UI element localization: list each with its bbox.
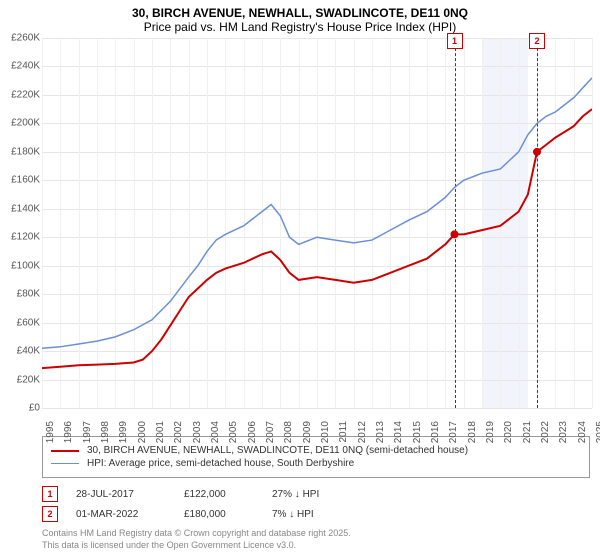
legend-item: 30, BIRCH AVENUE, NEWHALL, SWADLINCOTE, … [51, 445, 581, 456]
x-axis-label: 2016 [430, 421, 441, 443]
y-axis-label: £220K [2, 89, 40, 100]
x-axis-label: 2020 [503, 421, 514, 443]
x-axis-label: 2009 [302, 421, 313, 443]
x-axis-label: 2012 [357, 421, 368, 443]
event-dot [533, 148, 541, 156]
legend-swatch [51, 450, 79, 452]
x-axis-label: 2018 [467, 421, 478, 443]
x-axis-label: 2006 [247, 421, 258, 443]
x-axis-label: 1999 [118, 421, 129, 443]
y-axis-label: £160K [2, 175, 40, 186]
events-table: 1 28-JUL-2017 £122,000 27% ↓ HPI 2 01-MAR-202… [42, 486, 590, 522]
chart-container: 30, BIRCH AVENUE, NEWHALL, SWADLINCOTE, … [0, 0, 600, 560]
x-axis-label: 2014 [393, 421, 404, 443]
y-axis-label: £20K [2, 374, 40, 385]
legend-item: HPI: Average price, semi-detached house,… [51, 458, 581, 469]
y-axis-label: £100K [2, 260, 40, 271]
y-axis-label: £140K [2, 203, 40, 214]
footnote: Contains HM Land Registry data © Crown c… [42, 528, 590, 551]
event-dot [451, 230, 459, 238]
y-axis-label: £240K [2, 61, 40, 72]
event-row: 1 28-JUL-2017 £122,000 27% ↓ HPI [42, 486, 590, 502]
x-axis-label: 1997 [82, 421, 93, 443]
event-price: £180,000 [184, 509, 254, 520]
x-axis-label: 2010 [320, 421, 331, 443]
x-axis-label: 2002 [173, 421, 184, 443]
legend-label: 30, BIRCH AVENUE, NEWHALL, SWADLINCOTE, … [87, 445, 468, 456]
x-axis-label: 2017 [448, 421, 459, 443]
y-axis-label: £120K [2, 232, 40, 243]
x-axis-label: 2008 [283, 421, 294, 443]
legend-label: HPI: Average price, semi-detached house,… [87, 458, 354, 469]
footnote-line-1: Contains HM Land Registry data © Crown c… [42, 528, 590, 540]
x-axis-label: 2005 [228, 421, 239, 443]
x-axis-label: 2004 [210, 421, 221, 443]
x-axis-label: 2013 [375, 421, 386, 443]
chart-plot-area: £0£20K£40K£60K£80K£100K£120K£140K£160K£1… [42, 38, 592, 428]
event-date: 28-JUL-2017 [76, 489, 166, 500]
event-price: £122,000 [184, 489, 254, 500]
y-axis-label: £180K [2, 146, 40, 157]
x-axis-label: 2011 [338, 421, 349, 443]
event-date: 01-MAR-2022 [76, 509, 166, 520]
gridline-v [592, 38, 593, 408]
x-axis-label: 2007 [265, 421, 276, 443]
x-axis-label: 2000 [137, 421, 148, 443]
event-delta: 27% ↓ HPI [272, 489, 319, 500]
event-delta: 7% ↓ HPI [272, 509, 314, 520]
y-axis-label: £60K [2, 317, 40, 328]
series-svg [42, 38, 592, 408]
x-axis-label: 2003 [192, 421, 203, 443]
y-axis-label: £260K [2, 33, 40, 44]
x-axis-label: 2001 [155, 421, 166, 443]
gridline-h [42, 408, 592, 409]
x-axis-label: 2024 [577, 421, 588, 443]
title-line-2: Price paid vs. HM Land Registry's House … [0, 20, 600, 34]
y-axis-label: £40K [2, 346, 40, 357]
footnote-line-2: This data is licensed under the Open Gov… [42, 540, 590, 552]
series-price_paid [42, 109, 592, 368]
event-badge: 1 [42, 486, 58, 502]
event-row: 2 01-MAR-2022 £180,000 7% ↓ HPI [42, 506, 590, 522]
x-axis-label: 2025 [595, 421, 600, 443]
x-axis-label: 2019 [485, 421, 496, 443]
y-axis-label: £80K [2, 289, 40, 300]
event-badge: 2 [42, 506, 58, 522]
title-line-1: 30, BIRCH AVENUE, NEWHALL, SWADLINCOTE, … [0, 6, 600, 20]
y-axis-label: £200K [2, 118, 40, 129]
series-hpi [42, 78, 592, 348]
y-axis-label: £0 [2, 403, 40, 414]
x-axis-label: 2021 [522, 421, 533, 443]
legend-swatch [51, 463, 79, 465]
x-axis-label: 1996 [63, 421, 74, 443]
x-axis-label: 2022 [540, 421, 551, 443]
x-axis-label: 1995 [45, 421, 56, 443]
x-axis-label: 2015 [412, 421, 423, 443]
title-area: 30, BIRCH AVENUE, NEWHALL, SWADLINCOTE, … [0, 0, 600, 38]
x-axis-label: 1998 [100, 421, 111, 443]
x-axis-label: 2023 [558, 421, 569, 443]
